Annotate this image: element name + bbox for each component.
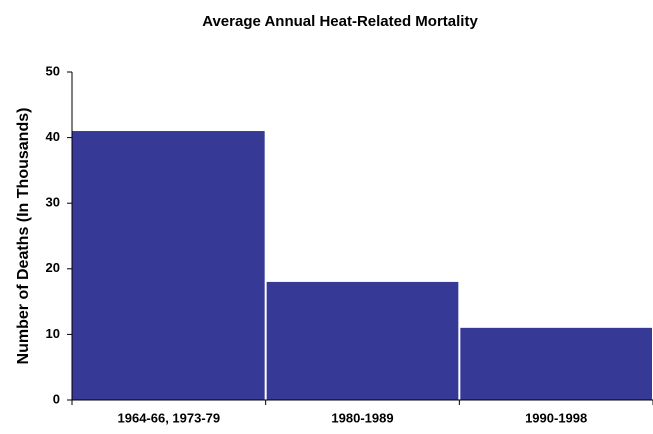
y-tick-label: 30 [46, 195, 60, 210]
y-tick-label: 50 [46, 63, 60, 78]
y-tick-label: 20 [46, 260, 60, 275]
chart-title: Average Annual Heat-Related Mortality [202, 13, 478, 30]
bar [72, 131, 265, 401]
bar [460, 327, 652, 400]
y-tick-label: 40 [46, 129, 60, 144]
y-tick-label: 0 [53, 391, 60, 406]
x-tick-label: 1964-66, 1973-79 [118, 410, 221, 425]
y-axis-label: Number of Deaths (In Thousands) [15, 108, 32, 365]
y-tick-label: 10 [46, 326, 60, 341]
x-tick-label: 1980-1989 [331, 410, 393, 425]
bar [266, 281, 459, 400]
x-tick-label: 1990-1998 [525, 410, 587, 425]
